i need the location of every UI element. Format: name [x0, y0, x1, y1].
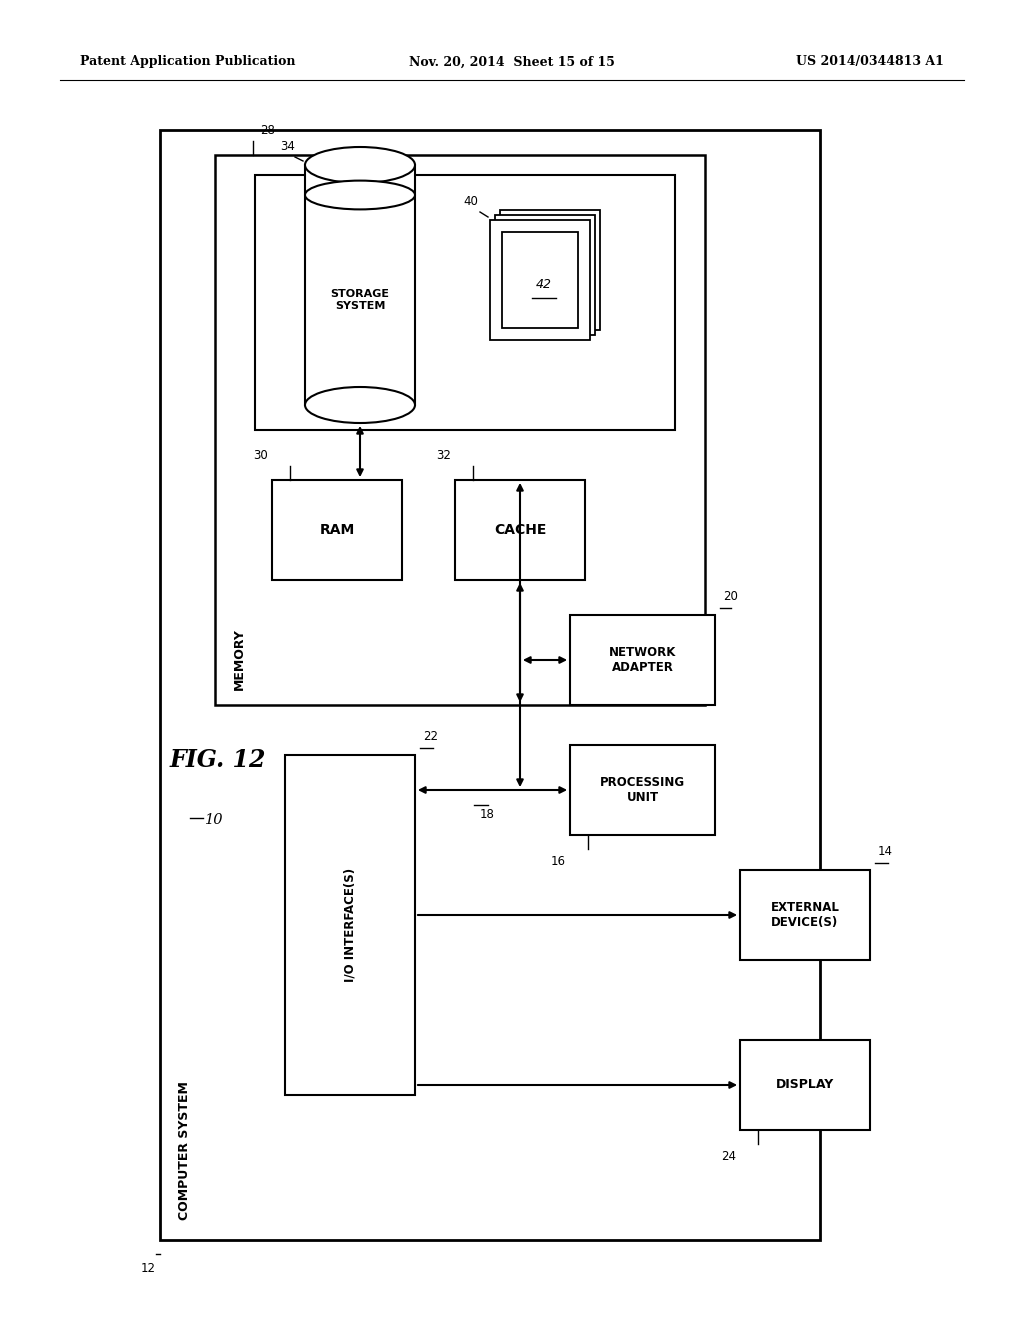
Text: 24: 24 — [721, 1150, 736, 1163]
Text: 18: 18 — [479, 808, 495, 821]
Text: 40: 40 — [463, 195, 478, 209]
Text: Nov. 20, 2014  Sheet 15 of 15: Nov. 20, 2014 Sheet 15 of 15 — [409, 55, 615, 69]
Text: 34: 34 — [281, 140, 295, 153]
Text: PROCESSING
UNIT: PROCESSING UNIT — [600, 776, 685, 804]
Text: CACHE: CACHE — [494, 523, 546, 537]
Ellipse shape — [305, 387, 415, 422]
Bar — [570, 744, 715, 836]
Bar — [255, 176, 675, 430]
Ellipse shape — [305, 181, 415, 210]
Text: 10: 10 — [205, 813, 223, 828]
Bar — [740, 1040, 870, 1130]
Text: 30: 30 — [253, 449, 268, 462]
Bar — [495, 215, 595, 335]
Bar — [570, 615, 715, 705]
Bar — [285, 755, 415, 1096]
Text: EXTERNAL
DEVICE(S): EXTERNAL DEVICE(S) — [771, 902, 840, 929]
Text: I/O INTERFACE(S): I/O INTERFACE(S) — [343, 869, 356, 982]
Bar — [502, 232, 578, 327]
Bar — [740, 870, 870, 960]
Text: US 2014/0344813 A1: US 2014/0344813 A1 — [796, 55, 944, 69]
Text: FIG. 12: FIG. 12 — [170, 748, 266, 772]
Bar — [160, 129, 820, 1239]
Text: 16: 16 — [551, 855, 566, 869]
Text: 22: 22 — [423, 730, 438, 743]
Text: 12: 12 — [141, 1262, 156, 1275]
Text: Patent Application Publication: Patent Application Publication — [80, 55, 296, 69]
Text: MEMORY: MEMORY — [233, 628, 246, 690]
Ellipse shape — [305, 147, 415, 183]
Text: RAM: RAM — [319, 523, 354, 537]
Text: 28: 28 — [260, 124, 274, 137]
Bar — [500, 210, 600, 330]
Text: 32: 32 — [436, 449, 451, 462]
Bar — [455, 480, 585, 579]
Bar — [305, 165, 415, 405]
Bar — [490, 220, 590, 341]
Text: 14: 14 — [878, 845, 893, 858]
Text: 20: 20 — [723, 590, 738, 603]
Bar — [215, 154, 705, 705]
Text: STORAGE
SYSTEM: STORAGE SYSTEM — [331, 289, 389, 310]
Text: DISPLAY: DISPLAY — [776, 1078, 835, 1092]
Bar — [272, 480, 402, 579]
Text: 42: 42 — [536, 279, 552, 292]
Text: NETWORK
ADAPTER: NETWORK ADAPTER — [609, 645, 676, 675]
Text: COMPUTER SYSTEM: COMPUTER SYSTEM — [178, 1081, 191, 1220]
